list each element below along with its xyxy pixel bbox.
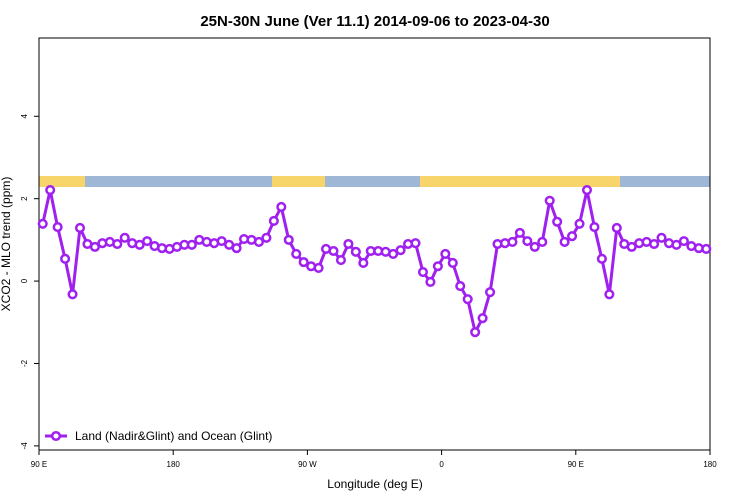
land-ocean-strip [39,176,710,187]
data-point [470,327,481,338]
data-point [611,222,622,233]
data-point [253,236,264,247]
x-tick-label: 90 E [31,460,47,469]
data-point [335,255,347,266]
plot-frame [38,37,711,451]
data-point [626,241,637,252]
data-point [589,222,600,233]
data-point [567,231,578,242]
data-point [410,238,421,249]
y-tick-label: 0 [20,278,29,283]
y-tick-label: 4 [20,114,29,119]
legend-marker [50,430,62,442]
data-point [678,236,689,247]
data-point [89,241,100,252]
legend-item: Land (Nadir&Glint) and Ocean (Glint) [45,429,272,443]
data-point [67,289,78,300]
data-point [119,232,130,243]
data-point [671,239,682,250]
data-point [216,236,227,247]
data-point [328,245,339,257]
data-point [142,236,153,247]
y-tick-label: -4 [20,442,29,450]
y-tick-label: -2 [20,359,29,367]
data-point [440,248,451,259]
y-tick-label: 2 [20,196,29,201]
data-point [514,227,525,238]
data-point [313,262,324,273]
data-point [581,184,593,196]
data-point [701,243,712,254]
data-point [462,294,473,305]
x-tick-label: 0 [439,460,444,469]
data-point [656,232,667,243]
data-point [45,184,56,196]
data-point [134,239,145,250]
data-point [358,257,369,269]
data-point [529,241,540,252]
y-axis-label: XCO2 - MLO trend (ppm) [0,177,13,312]
x-tick-label: 180 [167,460,181,469]
data-point [276,201,287,212]
data-point [60,253,71,264]
data-point [604,289,615,300]
data-point [455,280,466,292]
data-point [559,236,570,247]
data-point [507,236,518,247]
data-point [477,313,488,324]
x-axis-label: Longitude (deg E) [327,477,422,491]
data-point [522,236,533,247]
x-tick-label: 90 W [298,460,317,469]
data-point [552,216,563,227]
data-point [395,245,406,256]
data-point [425,276,436,287]
data-point [350,246,361,257]
data-point [268,215,279,226]
data-point [283,234,294,245]
x-tick-label: 180 [703,460,717,469]
data-point [343,238,354,250]
data-point [112,238,123,250]
data-point [537,236,548,247]
data-point [52,222,63,233]
data-point [298,257,309,268]
data-point [261,232,272,243]
data-point [231,243,242,254]
data-point [596,253,607,264]
data-point [291,248,302,259]
data-point [649,238,660,250]
data-point [485,287,496,298]
data-point [544,195,555,206]
data-point [432,261,443,272]
data-point [447,257,458,269]
x-tick-label: 90 E [568,460,584,469]
legend-label: Land (Nadir&Glint) and Ocean (Glint) [75,429,272,443]
series-line [41,188,707,334]
chart-title: 25N-30N June (Ver 11.1) 2014-09-06 to 20… [200,13,549,30]
data-point [417,266,429,278]
data-point [37,218,48,229]
data-point [74,222,86,233]
data-point [388,248,399,259]
data-point [574,218,585,229]
data-point [186,239,197,250]
